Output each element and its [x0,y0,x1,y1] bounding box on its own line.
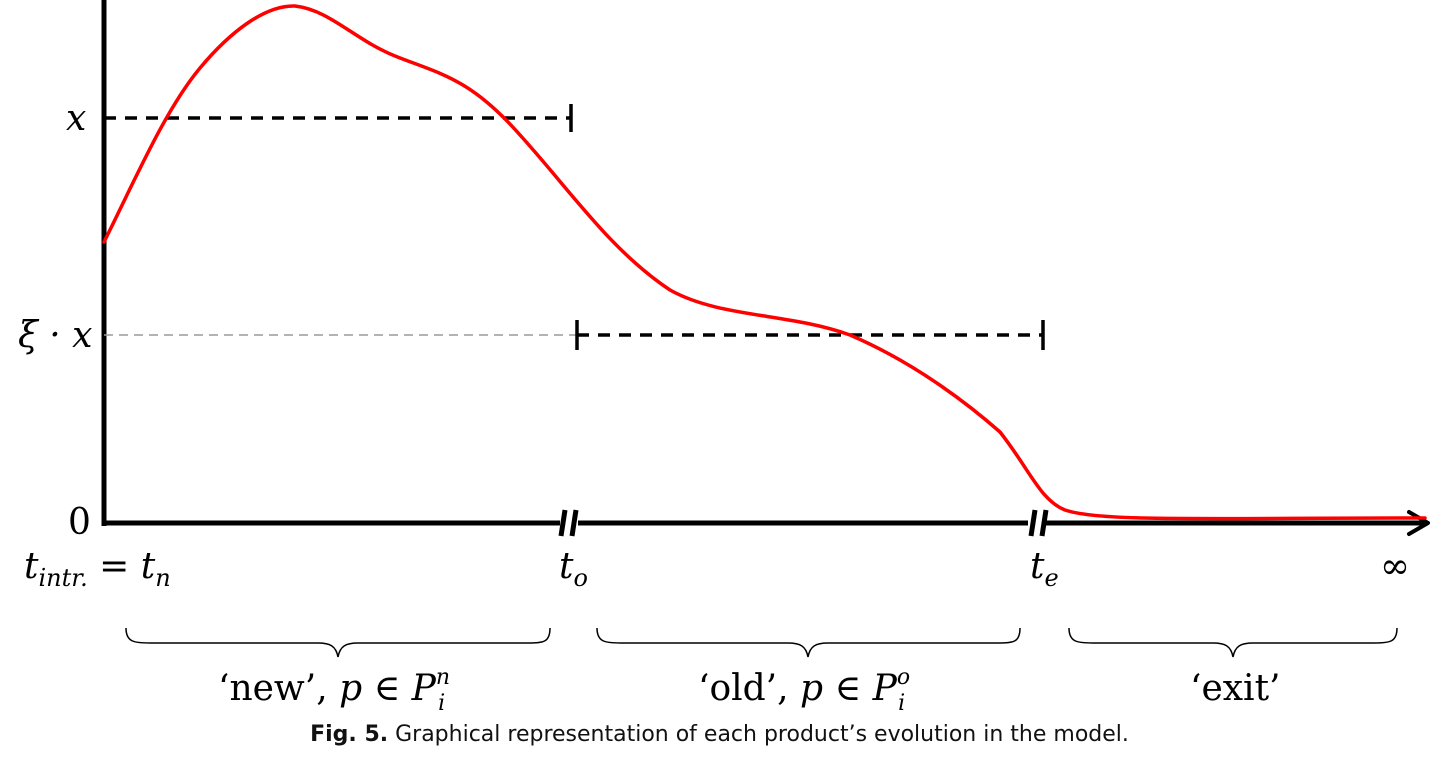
brace-exit [1068,627,1398,658]
figure-caption-label: Fig. 5. [310,722,389,747]
x-label-t-intr: tintr. = tn [24,546,171,592]
phase-label-old: ‘old’, p ∈ Po i [698,665,910,716]
x-label-infinity: ∞ [1380,546,1410,587]
product-evolution-curve [102,4,1427,521]
axis-break-t-o [558,509,579,537]
y-label-xi-x: ξ · x [18,315,92,356]
y-label-x: x [66,98,86,139]
x-label-t-o: to [559,546,588,592]
brace-new [125,627,551,658]
x-label-t-e: te [1030,546,1059,592]
y-label-zero: 0 [68,502,91,543]
x-axis-arrowhead [1407,510,1430,536]
phase-label-new: ‘new’, p ∈ Pn i [218,665,450,716]
phase-label-exit: ‘exit’ [1190,668,1280,709]
figure-caption-text: Graphical representation of each product… [388,722,1129,747]
figure-caption: Fig. 5. Graphical representation of each… [0,722,1439,747]
axis-break-t-e [1028,509,1049,537]
brace-old [596,627,1021,658]
